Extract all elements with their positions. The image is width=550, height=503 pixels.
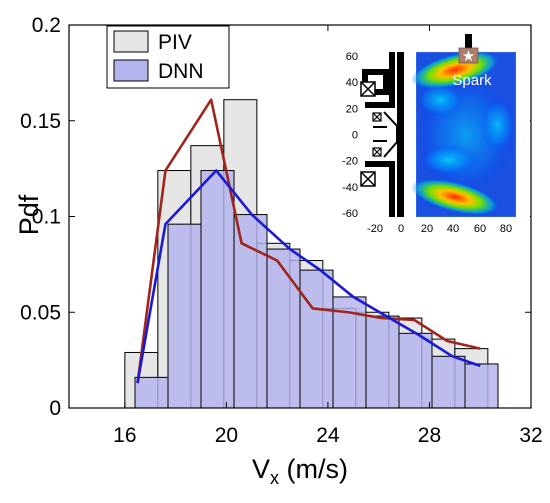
y-tick-label-3: 0.15 (20, 110, 61, 133)
piv-pdf-line (136, 98, 481, 384)
x-axis-label-subscript: x (270, 468, 279, 488)
y-axis: 0 0.05 0.1 0.15 0.2 (20, 14, 531, 420)
x-tick-label-4: 32 (519, 424, 542, 447)
dnn-bar-7 (365, 315, 400, 408)
dnn-pdf-line (136, 169, 481, 384)
legend-swatch-piv (113, 30, 149, 53)
dnn-bar-1 (167, 223, 202, 408)
inset-y-tick-4: -20 (342, 156, 358, 168)
y-axis-label: Pdf (14, 194, 44, 235)
y-tick-label-2: 0.1 (32, 206, 61, 229)
dnn-bars (134, 170, 499, 408)
inset-y-tick-3: 0 (352, 130, 358, 142)
y-tick-label-4: 0.2 (32, 14, 61, 37)
x-axis: 16 20 24 28 32 (113, 25, 543, 447)
legend: PIV DNN (106, 25, 230, 89)
legend-swatch-dnn (113, 59, 149, 82)
inset-y-tick-2: 20 (346, 103, 358, 115)
x-axis-label-unit: (m/s) (279, 454, 348, 484)
x-tick-label-3: 28 (418, 424, 441, 447)
x-tick-label-2: 24 (316, 424, 340, 447)
inset-x-tick-1: 0 (398, 223, 404, 235)
inset-x-axis: -20 0 20 40 60 80 (367, 223, 512, 235)
inset-x-tick-5: 80 (500, 223, 512, 235)
inset-spark-label: Spark (452, 72, 492, 89)
dnn-bar-5 (299, 269, 334, 408)
inset-x-tick-4: 60 (474, 223, 486, 235)
x-tick-label-1: 20 (215, 424, 238, 447)
x-tick-label-0: 16 (113, 424, 136, 447)
y-tick-label-1: 0.05 (20, 301, 61, 324)
x-axis-label: Vx (m/s) (252, 454, 348, 488)
combustor-sketch (360, 52, 404, 217)
pdf-lines (136, 98, 481, 384)
inset-y-tick-5: -40 (342, 182, 358, 194)
inset-flow-field: ★ Spark 60 40 20 0 -20 -40 -60 -20 0 20 40 60 80 (320, 34, 530, 235)
dnn-bar-3 (233, 214, 268, 408)
spark-plug: ★ (458, 34, 479, 65)
dnn-bar-8 (398, 332, 433, 408)
dnn-bar-0 (134, 376, 169, 408)
inset-y-axis: 60 40 20 0 -20 -40 -60 (342, 51, 358, 220)
dnn-bar-2 (200, 170, 235, 408)
legend-label-dnn: DNN (158, 60, 204, 83)
inset-y-tick-1: 40 (346, 77, 358, 89)
y-tick-label-0: 0 (49, 397, 61, 420)
legend-label-piv: PIV (158, 31, 192, 54)
dnn-bar-10 (464, 363, 499, 408)
inset-x-tick-2: 20 (421, 223, 433, 235)
inset-x-tick-0: -20 (367, 223, 383, 235)
inset-y-tick-6: -60 (342, 208, 358, 220)
inset-y-tick-0: 60 (346, 51, 358, 63)
spark-star-icon: ★ (462, 48, 475, 65)
velocity-field (411, 51, 517, 218)
dnn-bar-4 (266, 248, 301, 408)
inset-x-tick-3: 40 (447, 223, 459, 235)
dnn-bar-9 (431, 355, 466, 408)
x-axis-label-main: V (252, 454, 270, 484)
